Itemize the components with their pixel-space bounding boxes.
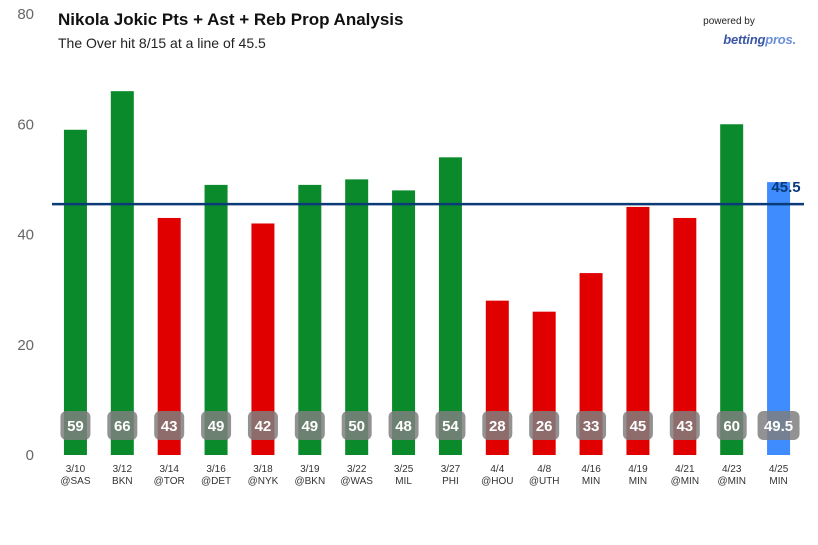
powered-by-text: powered by: [703, 16, 755, 27]
prop-line-label: 45.5: [771, 179, 800, 196]
x-tick-opponent: @MIN: [717, 476, 745, 487]
y-tick-label: 0: [26, 447, 34, 464]
x-tick-opponent: @BKN: [294, 476, 325, 487]
bar: [251, 223, 275, 455]
data-label: 26: [536, 418, 553, 435]
x-tick-date: 3/12: [113, 464, 133, 475]
data-label-box: [529, 411, 560, 440]
y-tick-label: 40: [17, 227, 34, 244]
data-label: 43: [676, 418, 693, 435]
bar: [767, 182, 791, 455]
bar: [673, 217, 697, 455]
x-tick-date: 4/21: [675, 464, 695, 475]
y-tick-label: 20: [17, 337, 34, 354]
data-label-box: [107, 411, 138, 440]
data-label: 43: [161, 418, 178, 435]
bar: [345, 179, 369, 455]
data-label-box: [247, 411, 278, 440]
x-tick-opponent: @DET: [201, 476, 231, 487]
data-label: 49.5: [764, 418, 793, 435]
data-label-box: [757, 411, 800, 440]
x-tick-opponent: @MIN: [671, 476, 699, 487]
x-tick-opponent: MIN: [629, 476, 647, 487]
x-tick-date: 4/19: [628, 464, 648, 475]
x-tick-date: 3/10: [66, 464, 86, 475]
chart-title: Nikola Jokic Pts + Ast + Reb Prop Analys…: [58, 10, 404, 29]
data-label-box: [716, 411, 747, 440]
data-label: 33: [583, 418, 600, 435]
data-label-box: [669, 411, 700, 440]
bar: [438, 157, 462, 455]
x-tick-date: 3/22: [347, 464, 367, 475]
data-label-box: [154, 411, 185, 440]
data-label-box: [201, 411, 232, 440]
x-tick-opponent: PHI: [442, 476, 459, 487]
bar: [298, 184, 322, 455]
bar: [157, 217, 181, 455]
data-label-box: [60, 411, 91, 440]
x-tick-date: 3/16: [206, 464, 226, 475]
x-tick-date: 3/18: [253, 464, 273, 475]
data-label-box: [622, 411, 653, 440]
data-label-box: [576, 411, 607, 440]
data-label: 28: [489, 418, 506, 435]
x-tick-date: 3/19: [300, 464, 320, 475]
x-tick-opponent: @UTH: [529, 476, 560, 487]
data-label: 60: [723, 418, 740, 435]
x-tick-date: 3/25: [394, 464, 414, 475]
data-label: 49: [208, 418, 225, 435]
brand-accent: pros.: [765, 32, 796, 47]
y-tick-label: 80: [17, 6, 34, 23]
x-tick-date: 4/16: [581, 464, 601, 475]
x-tick-date: 3/14: [159, 464, 179, 475]
data-label-box: [341, 411, 372, 440]
bettingpros-logo[interactable]: bettingpros.: [723, 32, 796, 47]
data-label-box: [294, 411, 325, 440]
data-label-box: [388, 411, 419, 440]
x-tick-opponent: @TOR: [154, 476, 185, 487]
data-label: 50: [348, 418, 365, 435]
data-label: 48: [395, 418, 412, 435]
brand-main: betting: [723, 32, 766, 47]
x-tick-date: 3/27: [441, 464, 461, 475]
x-tick-opponent: @SAS: [60, 476, 90, 487]
x-tick-opponent: @WAS: [340, 476, 373, 487]
bar: [626, 206, 650, 455]
data-label-box: [435, 411, 466, 440]
data-label: 45: [630, 418, 647, 435]
data-label: 66: [114, 418, 131, 435]
x-tick-date: 4/25: [769, 464, 789, 475]
data-label: 49: [301, 418, 318, 435]
bar: [110, 91, 134, 456]
x-tick-opponent: MIN: [769, 476, 787, 487]
bar: [63, 129, 87, 455]
x-tick-date: 4/8: [537, 464, 551, 475]
bar: [720, 124, 744, 455]
bar: [392, 190, 416, 455]
x-tick-opponent: BKN: [112, 476, 133, 487]
bar: [204, 184, 228, 455]
y-tick-label: 60: [17, 116, 34, 133]
x-tick-date: 4/4: [490, 464, 504, 475]
x-tick-opponent: MIN: [582, 476, 600, 487]
chart-subtitle: The Over hit 8/15 at a line of 45.5: [58, 35, 266, 51]
x-tick-opponent: @NYK: [248, 476, 279, 487]
x-tick-date: 4/23: [722, 464, 742, 475]
data-label-box: [482, 411, 513, 440]
data-label: 42: [255, 418, 272, 435]
data-label: 54: [442, 418, 459, 435]
bar: [579, 273, 603, 455]
x-tick-opponent: @HOU: [481, 476, 513, 487]
data-label: 59: [67, 418, 84, 435]
x-tick-opponent: MIL: [395, 476, 412, 487]
